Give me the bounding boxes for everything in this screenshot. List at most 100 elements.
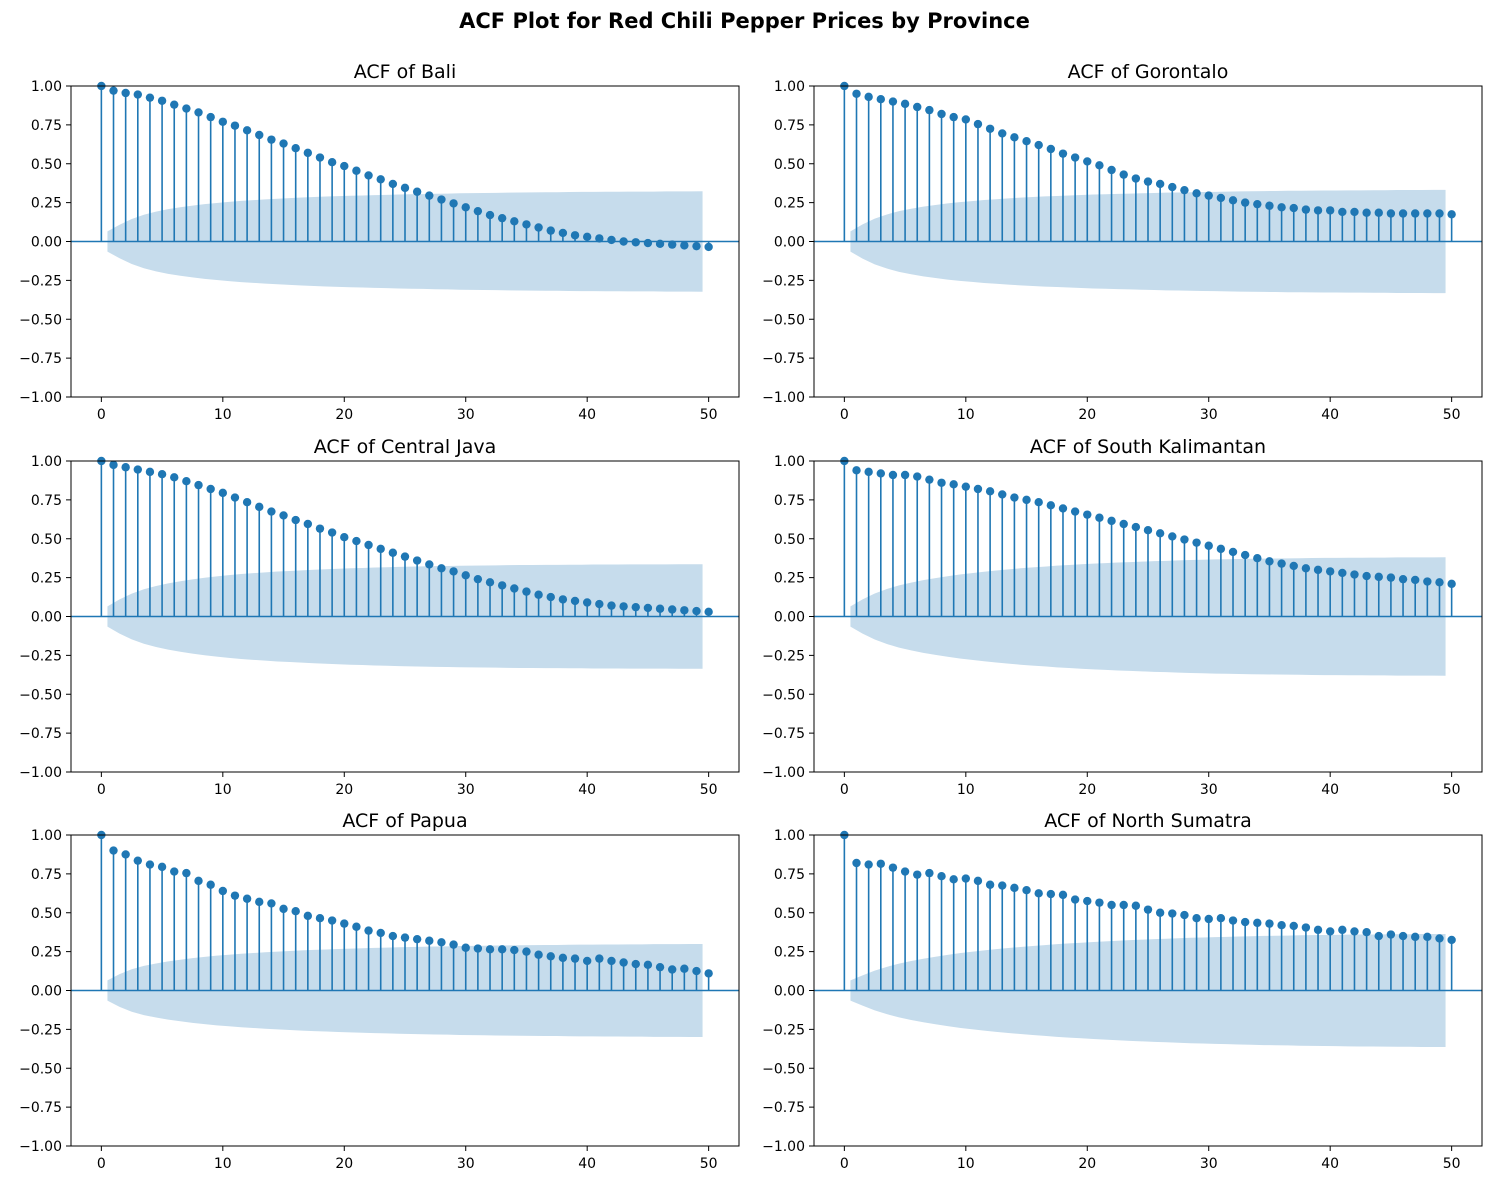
x-tick-label: 30 [1200, 782, 1218, 798]
acf-point [643, 603, 653, 613]
subplot-panel: ACF of North Sumatra 0 10 20 30 40 50 −1.00 −0.7… [762, 810, 1483, 1172]
acf-point [1313, 206, 1323, 215]
acf-point [1107, 900, 1116, 910]
acf-point [680, 964, 689, 973]
acf-point [327, 916, 337, 925]
x-tick-label: 40 [1321, 782, 1339, 798]
acf-point [973, 876, 983, 886]
subplot-title: ACF of North Sumatra [1044, 810, 1252, 832]
acf-point [985, 880, 995, 889]
acf-point [949, 875, 958, 884]
acf-point [388, 548, 398, 557]
acf-point [1155, 179, 1165, 189]
x-tick-label: 20 [335, 1156, 353, 1172]
x-tick-label: 30 [457, 1156, 475, 1172]
acf-point [1277, 559, 1286, 568]
x-tick-label: 50 [700, 1156, 718, 1172]
acf-point [1070, 507, 1080, 516]
acf-point [1362, 571, 1371, 581]
acf-point [340, 532, 349, 542]
acf-point [121, 850, 130, 859]
acf-point [1301, 205, 1311, 214]
acf-point [1386, 573, 1396, 582]
acf-point [1313, 565, 1323, 575]
acf-point [668, 240, 677, 249]
acf-point [595, 234, 604, 243]
y-tick-label: 0.75 [774, 867, 805, 883]
acf-point [352, 166, 361, 175]
acf-point [1192, 189, 1201, 198]
acf-point [315, 913, 325, 923]
acf-point [852, 858, 861, 868]
acf-point [1046, 889, 1056, 899]
acf-point [655, 962, 665, 972]
acf-point [888, 863, 898, 872]
acf-point [1301, 564, 1311, 573]
acf-point [352, 922, 361, 931]
acf-point [364, 540, 373, 550]
subplot-title: ACF of Gorontalo [1068, 61, 1229, 83]
acf-point [1313, 925, 1323, 935]
y-tick-label: −0.25 [762, 1022, 805, 1038]
acf-point [582, 232, 592, 242]
acf-point [145, 467, 155, 477]
acf-point [242, 894, 252, 903]
acf-point [1350, 570, 1359, 579]
acf-point [631, 959, 640, 969]
acf-point [1386, 209, 1396, 218]
acf-point [704, 969, 713, 978]
acf-point [157, 470, 167, 479]
acf-point [998, 881, 1007, 890]
y-tick-label: −0.75 [762, 351, 805, 367]
acf-point [1423, 932, 1432, 942]
acf-point [852, 89, 861, 98]
acf-point [985, 487, 995, 496]
acf-point [1338, 925, 1347, 935]
y-tick-label: 0.00 [31, 984, 62, 1000]
acf-point [170, 100, 179, 109]
x-tick-label: 10 [957, 1156, 975, 1172]
acf-point [1083, 157, 1092, 166]
acf-point [1362, 927, 1371, 937]
acf-point [133, 856, 142, 865]
acf-point [1289, 561, 1298, 571]
acf-point [425, 560, 434, 569]
x-tick-label: 0 [840, 407, 849, 423]
acf-point [1228, 196, 1238, 205]
acf-point [1034, 140, 1043, 150]
acf-point [619, 602, 628, 611]
acf-point [485, 945, 495, 954]
acf-point [121, 88, 130, 98]
acf-point [340, 161, 349, 171]
acf-point [998, 490, 1007, 499]
acf-point [643, 238, 653, 248]
y-tick-label: −1.00 [762, 1139, 805, 1155]
acf-point [109, 460, 118, 470]
acf-point [109, 86, 118, 95]
acf-point [595, 599, 604, 609]
y-tick-label: 0.50 [31, 906, 62, 922]
acf-point [1265, 919, 1274, 928]
acf-point [570, 231, 580, 240]
acf-point [1398, 931, 1408, 941]
y-tick-label: 0.25 [31, 945, 62, 961]
acf-point [913, 472, 922, 481]
acf-point [437, 938, 446, 947]
acf-point [133, 465, 142, 474]
acf-point [607, 235, 616, 245]
y-tick-label: −1.00 [762, 390, 805, 406]
y-tick-label: 0.25 [774, 571, 805, 587]
acf-point [913, 102, 922, 112]
acf-point [900, 99, 910, 109]
acf-point [1143, 525, 1153, 535]
x-tick-label: 10 [214, 782, 232, 798]
y-tick-label: −1.00 [19, 390, 62, 406]
acf-point [558, 953, 568, 963]
y-tick-label: −0.75 [762, 1100, 805, 1116]
acf-point [315, 153, 325, 162]
acf-point [692, 606, 701, 616]
acf-point [1423, 209, 1432, 218]
acf-point [1034, 889, 1043, 898]
x-tick-label: 30 [1200, 407, 1218, 423]
x-tick-label: 40 [1321, 407, 1339, 423]
